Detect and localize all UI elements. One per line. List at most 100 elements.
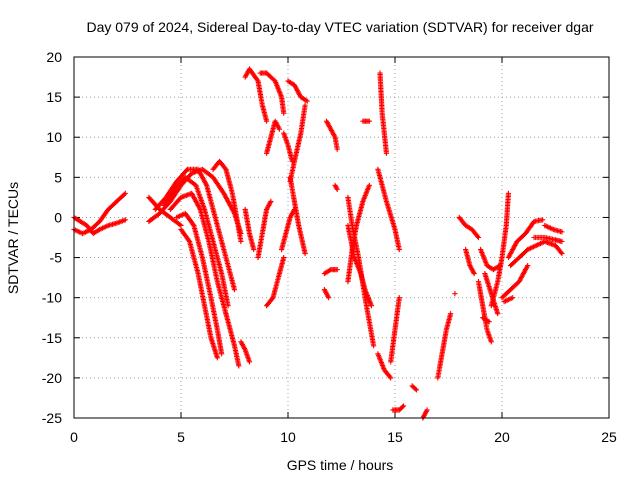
data-point (371, 343, 377, 349)
data-point (219, 351, 225, 357)
y-tick-label: 5 (54, 169, 62, 185)
x-tick-label: 0 (70, 429, 78, 445)
data-point (268, 198, 274, 204)
y-tick-label: 0 (54, 209, 62, 225)
series-arc-09 (178, 226, 220, 361)
y-tick-label: -15 (42, 330, 62, 346)
data-point (276, 126, 283, 132)
data-point (122, 190, 128, 196)
series-arc-11 (210, 158, 244, 245)
series-arc-20 (281, 130, 295, 164)
series-arc-06 (161, 174, 231, 309)
data-point (122, 217, 128, 223)
data-point (475, 234, 482, 241)
data-point (366, 118, 372, 124)
series-arc-08 (174, 210, 225, 357)
series-arc-24 (321, 266, 340, 277)
data-point (326, 295, 332, 301)
series-arc-51 (507, 238, 565, 269)
y-tick-label: 10 (46, 129, 62, 145)
data-point (269, 296, 275, 302)
y-tick-label: -5 (50, 250, 63, 266)
data-point (559, 250, 565, 257)
series-arc-13 (242, 206, 257, 253)
data-point (302, 102, 308, 108)
data-point (334, 146, 340, 152)
y-tick-label: -25 (42, 410, 62, 426)
data-point (231, 287, 238, 293)
data-point (388, 375, 394, 381)
data-point (424, 407, 430, 413)
data-point (505, 190, 512, 196)
data-point (452, 291, 458, 297)
data-point (471, 271, 477, 277)
data-point (448, 311, 454, 317)
series-arc-10 (223, 311, 242, 369)
y-tick-label: 20 (46, 49, 62, 65)
data-point (214, 355, 220, 361)
series-arc-31 (360, 118, 372, 124)
data-point (281, 110, 287, 116)
chart-title: Day 079 of 2024, Sidereal Day-to-day VTE… (86, 19, 593, 35)
series-arc-16 (257, 70, 287, 116)
series-arc-26 (321, 287, 332, 301)
tick-labels: 0 5 10 15 20 25 -25 -20 -15 -10 -5 0 5 10 15 20 (42, 49, 617, 445)
series-arc-48 (499, 262, 531, 301)
series-arc-34 (377, 70, 390, 156)
data-point (396, 295, 402, 301)
data-point (238, 238, 244, 245)
series-arc-25 (323, 118, 340, 152)
data-point (304, 98, 310, 104)
series-arc-21 (285, 78, 310, 104)
x-tick-label: 10 (280, 429, 296, 445)
data-point (334, 186, 340, 192)
data-point (368, 303, 375, 309)
series-arc-47 (488, 190, 512, 309)
series-arc-07 (167, 190, 229, 317)
plot-frame (73, 56, 610, 419)
data-point (412, 386, 418, 392)
series-arc-36 (390, 403, 407, 413)
x-tick-label: 25 (601, 429, 617, 445)
data-point (334, 266, 340, 273)
series-arc-43 (475, 279, 494, 345)
series-arc-17 (264, 254, 287, 309)
data-point (396, 246, 402, 253)
data-point (559, 238, 565, 245)
series-arc-18 (264, 118, 283, 156)
series-arc-39 (435, 311, 454, 381)
x-axis-label: GPS time / hours (287, 457, 394, 473)
series-arc-12 (238, 339, 253, 365)
series-arc-40 (452, 291, 458, 297)
data-point (366, 182, 372, 188)
data-point (510, 295, 516, 301)
data-point (474, 233, 481, 239)
data-point (400, 403, 407, 409)
data-point (486, 319, 492, 325)
data-point (488, 339, 494, 345)
x-tick-label: 15 (387, 429, 403, 445)
data-point (264, 118, 270, 124)
series-arc-19 (278, 206, 298, 253)
series-arc-42 (463, 246, 477, 277)
data-point (558, 249, 564, 255)
data-point (236, 363, 242, 369)
series-arc-15 (242, 66, 270, 124)
data-point (559, 229, 565, 235)
data-point (183, 167, 190, 174)
data-point (222, 165, 228, 171)
series-arc-32 (375, 351, 394, 381)
series-arc-52 (542, 222, 565, 235)
data-point (540, 217, 546, 223)
series-arc-23 (287, 174, 308, 257)
data-point (525, 262, 531, 269)
series-arc-45 (478, 246, 503, 273)
x-tick-label: 5 (177, 429, 185, 445)
series-arc-35 (388, 295, 402, 365)
series-arc-33 (375, 166, 402, 253)
series-arc-41 (456, 214, 482, 241)
series-arc-05 (152, 166, 238, 293)
